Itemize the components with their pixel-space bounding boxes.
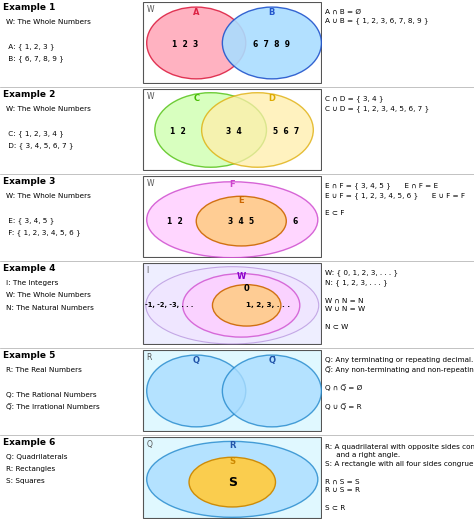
Text: N: The Natural Numbers: N: The Natural Numbers [6,304,93,311]
Text: Example 6: Example 6 [3,438,55,447]
Text: W: W [146,5,154,14]
Text: W: The Whole Numbers: W: The Whole Numbers [6,106,91,112]
Ellipse shape [222,355,321,427]
Text: B: B [269,8,275,17]
Text: 6  7  8  9: 6 7 8 9 [254,40,291,49]
FancyBboxPatch shape [143,437,321,518]
Text: A ∩ B = Ø
A ∪ B = { 1, 2, 3, 6, 7, 8, 9 }: A ∩ B = Ø A ∪ B = { 1, 2, 3, 6, 7, 8, 9 … [325,9,429,24]
Ellipse shape [222,7,321,79]
Text: B: { 6, 7, 8, 9 }: B: { 6, 7, 8, 9 } [6,56,64,63]
Ellipse shape [196,196,286,246]
Text: 3  4  5: 3 4 5 [228,217,255,226]
Text: E ∩ F = { 3, 4, 5 }      E ∩ F = E
E ∪ F = { 1, 2, 3, 4, 5, 6 }      E ∪ F = F

: E ∩ F = { 3, 4, 5 } E ∩ F = E E ∪ F = { … [325,183,465,217]
Text: 0: 0 [244,283,249,292]
Ellipse shape [212,284,281,326]
Ellipse shape [146,7,246,79]
Text: 1, 2, 3, . . .: 1, 2, 3, . . . [246,302,290,309]
Text: Example 3: Example 3 [3,177,55,186]
Text: I: The Integers: I: The Integers [6,280,58,286]
Text: A: { 1, 2, 3 }: A: { 1, 2, 3 } [6,43,55,50]
Text: S: S [229,457,235,466]
Text: R: A quadrilateral with opposite sides congruent
     and a right angle.
S: A re: R: A quadrilateral with opposite sides c… [325,444,474,511]
FancyBboxPatch shape [143,176,321,257]
Text: 6: 6 [292,217,298,226]
Text: Example 5: Example 5 [3,351,55,361]
Text: Q: The Rational Numbers: Q: The Rational Numbers [6,392,96,397]
FancyBboxPatch shape [143,2,321,83]
Text: C ∩ D = { 3, 4 }
C ∪ D = { 1, 2, 3, 4, 5, 6, 7 }: C ∩ D = { 3, 4 } C ∪ D = { 1, 2, 3, 4, 5… [325,96,429,112]
FancyBboxPatch shape [143,263,321,344]
Text: F: F [229,180,235,189]
Text: D: { 3, 4, 5, 6, 7 }: D: { 3, 4, 5, 6, 7 } [6,143,73,149]
Text: -1, -2, -3, . . .: -1, -2, -3, . . . [145,302,193,309]
Text: E: E [238,196,244,205]
Text: 1  2: 1 2 [170,127,186,136]
Text: S: S [228,476,237,489]
Text: R: The Real Numbers: R: The Real Numbers [6,367,82,373]
Text: W: The Whole Numbers: W: The Whole Numbers [6,19,91,25]
Text: A: A [193,8,200,17]
Text: Q: Quadrilaterals: Q: Quadrilaterals [6,454,67,460]
Text: Q: Q [146,440,153,449]
Text: S: Squares: S: Squares [6,479,45,484]
Text: R: R [229,442,236,450]
Text: Example 2: Example 2 [3,90,55,100]
Text: C: { 1, 2, 3, 4 }: C: { 1, 2, 3, 4 } [6,130,64,137]
Text: W: { 0, 1, 2, 3, . . . }
N: { 1, 2, 3, . . . }

W ∩ N = N
W ∪ N = W

N ⊂ W: W: { 0, 1, 2, 3, . . . } N: { 1, 2, 3, .… [325,270,399,330]
Ellipse shape [182,274,300,337]
FancyBboxPatch shape [143,89,321,170]
Ellipse shape [189,457,275,507]
Text: C: C [193,94,199,103]
FancyBboxPatch shape [143,350,321,431]
Text: W: The Whole Numbers: W: The Whole Numbers [6,292,91,298]
Text: 1  2  3: 1 2 3 [173,40,199,49]
Text: W: The Whole Numbers: W: The Whole Numbers [6,193,91,199]
Text: D: D [268,94,275,103]
Text: Q̅: The Irrational Numbers: Q̅: The Irrational Numbers [6,404,100,410]
Ellipse shape [146,182,318,258]
Ellipse shape [146,355,246,427]
Ellipse shape [146,442,318,517]
Text: W: W [146,179,154,188]
Text: R: R [146,353,152,362]
Text: 5  6  7: 5 6 7 [273,127,300,136]
Text: 3  4: 3 4 [226,127,242,136]
Text: 1  2: 1 2 [167,217,182,226]
Text: W: W [146,92,154,101]
Text: W: W [237,272,246,281]
Text: F: { 1, 2, 3, 4, 5, 6 }: F: { 1, 2, 3, 4, 5, 6 } [6,230,81,236]
Text: Q: Q [193,356,200,365]
Ellipse shape [155,93,266,167]
Ellipse shape [201,93,313,167]
Text: I: I [146,266,149,275]
Text: Q: Any terminating or repeating decimal.
Q̅: Any non-terminating and non-repeati: Q: Any terminating or repeating decimal.… [325,357,474,410]
Text: Example 4: Example 4 [3,265,55,274]
Ellipse shape [146,267,319,344]
Text: R: Rectangles: R: Rectangles [6,466,55,472]
Text: E: { 3, 4, 5 }: E: { 3, 4, 5 } [6,218,54,224]
Text: Example 1: Example 1 [3,4,55,13]
Text: Q̅: Q̅ [268,356,275,365]
